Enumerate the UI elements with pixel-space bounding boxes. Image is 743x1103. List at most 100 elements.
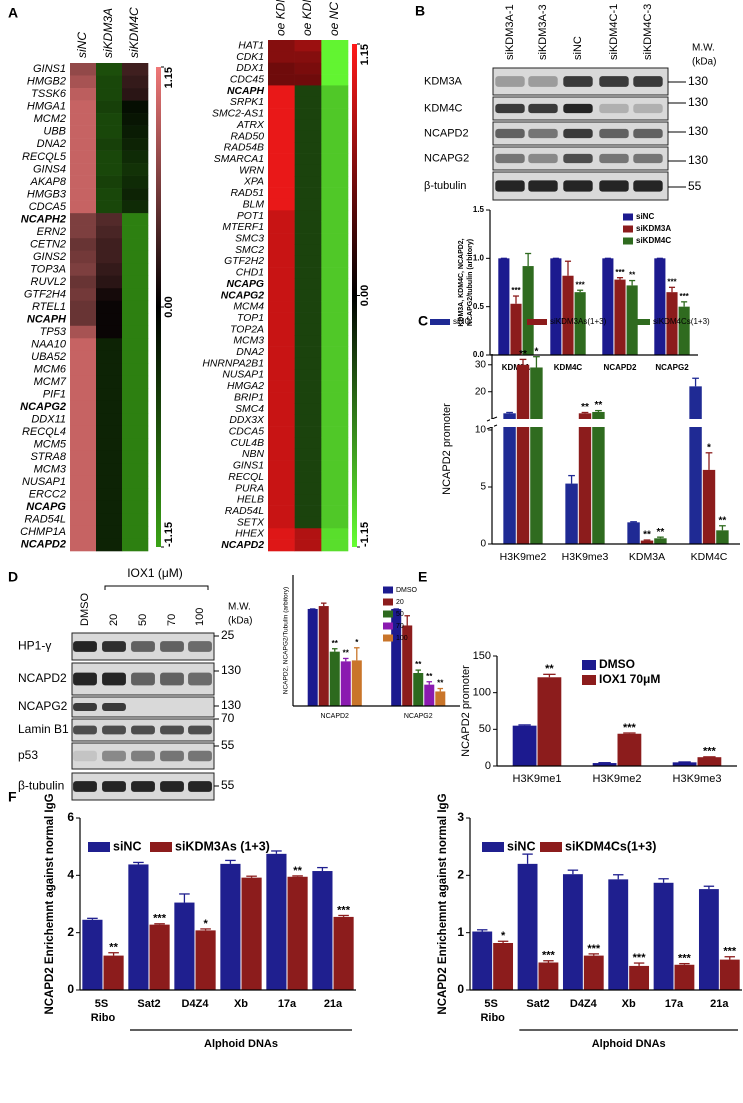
bar — [537, 677, 562, 766]
bar — [195, 930, 216, 990]
row-label: DNA2 — [37, 138, 66, 150]
y-axis-label: NCAPG2/tubulin (arbitory) — [467, 239, 474, 326]
heatmap-cell — [294, 392, 322, 404]
heatmap-cell — [321, 403, 349, 416]
heatmap-cell — [294, 335, 322, 347]
heatmap-cell — [294, 482, 322, 495]
legend-label: 70 — [396, 623, 404, 630]
legend-label: siNC — [113, 839, 141, 853]
heatmap-cell — [294, 380, 322, 393]
heatmap-cell — [122, 250, 149, 264]
error-bar — [331, 648, 338, 652]
significance-label: ** — [719, 515, 727, 526]
heatmap-cell — [122, 213, 149, 226]
row-label: SRPK1 — [230, 97, 264, 108]
blot-band — [563, 103, 593, 114]
bar — [340, 661, 351, 706]
heatmap-cell — [294, 198, 322, 211]
blot-band — [633, 180, 663, 192]
heatmap-cell — [321, 426, 349, 438]
x-tick-label: 21a — [324, 998, 343, 1010]
blot-band — [599, 153, 629, 164]
legend-label: siKDM4Cs(1+3) — [565, 839, 656, 853]
heatmap-cell — [321, 289, 349, 302]
heatmap-cell — [122, 100, 149, 114]
heatmap-cell — [70, 350, 97, 364]
x-tick-label: D4Z4 — [182, 998, 210, 1010]
blot-band — [563, 128, 593, 139]
y-tick-label: 50 — [479, 723, 491, 735]
legend-swatch — [623, 237, 633, 245]
heatmap-cell — [122, 150, 149, 164]
legend-label: siNC — [507, 839, 535, 853]
significance-label: ** — [643, 530, 651, 541]
heatmap-cell — [294, 528, 322, 540]
heatmap-cell — [96, 113, 123, 126]
row-label: HMGA2 — [227, 381, 264, 392]
heatmap-cell — [122, 125, 149, 139]
heatmap-cell — [294, 426, 322, 438]
heatmap-cell — [268, 187, 295, 200]
bar — [602, 258, 614, 355]
heatmap-cell — [122, 88, 149, 101]
row-label: NCAPD2 — [221, 540, 264, 551]
heatmap-cell — [70, 113, 97, 126]
significance-label: ** — [545, 663, 554, 675]
significance-label: *** — [667, 277, 677, 286]
heatmap-cell — [70, 463, 97, 477]
row-label: TSSK6 — [31, 88, 67, 100]
column-label: siKDM4C — [127, 7, 141, 58]
heatmap-cell — [268, 414, 295, 427]
heatmap-cell — [122, 425, 149, 439]
heatmap-cell — [321, 539, 349, 552]
heatmap-cell — [321, 267, 349, 279]
heatmap-cell — [321, 74, 349, 86]
heatmap-cell — [294, 153, 322, 166]
mw-label: 130 — [221, 663, 241, 677]
y-tick-label: 0.0 — [473, 350, 485, 359]
protein-label: p53 — [18, 748, 38, 762]
blot-band — [188, 750, 212, 762]
bar — [538, 962, 559, 990]
lane-label: 50 — [137, 614, 149, 626]
heatmap-cell — [321, 210, 349, 222]
legend-label: DMSO — [599, 657, 635, 671]
blot-band — [188, 672, 212, 686]
bar — [318, 606, 329, 706]
lane-label: 20 — [108, 614, 120, 626]
row-label: POT1 — [237, 211, 264, 222]
heatmap-cell — [96, 425, 123, 439]
heatmap-cell — [294, 437, 322, 450]
heatmap-cell — [294, 85, 322, 98]
heatmap-cell — [96, 438, 123, 452]
row-label: TP53 — [40, 326, 67, 338]
error-bar — [317, 866, 328, 872]
bar — [672, 762, 697, 766]
bar — [617, 733, 642, 766]
bar — [82, 919, 103, 990]
heatmap-cell — [268, 346, 295, 359]
heatmap-cell — [122, 325, 149, 339]
heatmap-cell — [321, 244, 349, 257]
heatmap-cell — [268, 244, 295, 257]
error-bar — [681, 301, 688, 307]
heatmap-cell — [70, 538, 97, 552]
heatmap-cell — [268, 505, 295, 518]
heatmap-cell — [268, 176, 295, 188]
row-label: HMGA1 — [27, 101, 66, 113]
heatmap-cell — [96, 463, 123, 477]
axis-break-gap — [484, 419, 740, 427]
heatmap-cell — [321, 62, 349, 75]
heatmap-cell — [70, 513, 97, 527]
blot-band — [131, 641, 155, 652]
error-bar — [477, 929, 488, 932]
y-tick-label: 4 — [67, 868, 74, 882]
bar — [472, 931, 493, 990]
heatmap-cell — [70, 175, 97, 189]
heatmap-cell — [96, 275, 123, 289]
heatmap-cell — [294, 460, 322, 472]
heatmap-cell — [122, 450, 149, 464]
heatmap-cell — [268, 357, 295, 370]
bar — [103, 955, 124, 990]
heatmap-cell — [96, 300, 123, 314]
